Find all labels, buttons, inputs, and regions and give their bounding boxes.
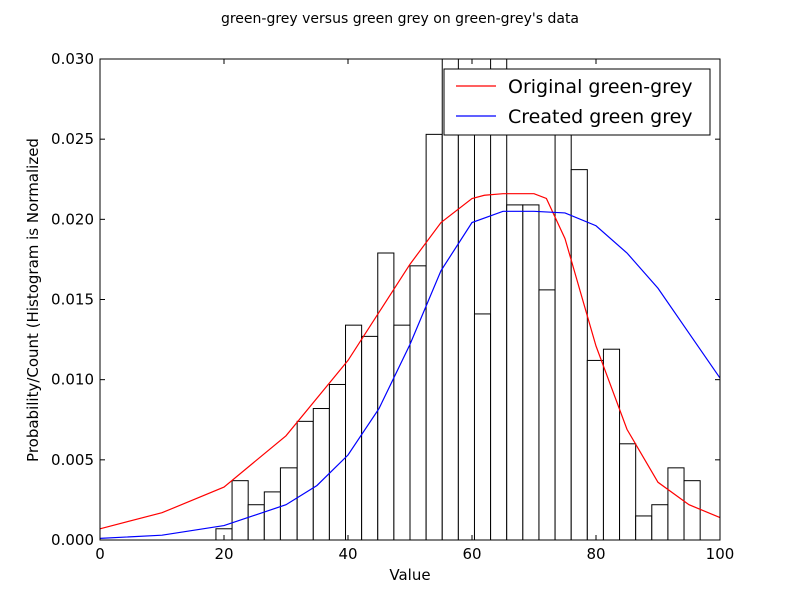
histogram-bar: [667, 467, 685, 541]
histogram-bar: [473, 313, 492, 541]
histogram-bar: [279, 467, 298, 541]
x-tick-label: 20: [214, 545, 233, 563]
legend: Original green-grey Created green grey: [443, 68, 711, 136]
histogram-bar: [312, 408, 330, 541]
x-tick-label: 40: [338, 545, 357, 563]
histogram-bar: [345, 324, 363, 541]
histogram-bar: [263, 491, 281, 541]
y-tick-label: 0.025: [51, 130, 94, 148]
histogram-bar: [635, 515, 653, 541]
series-line-1: [99, 210, 721, 539]
histogram-bar: [683, 480, 701, 541]
y-axis-label: Probability/Count (Histogram is Normaliz…: [24, 138, 42, 462]
legend-label-original: Original green-grey: [508, 76, 693, 98]
x-tick-label: 100: [706, 545, 735, 563]
histogram-bar: [328, 383, 347, 541]
histogram-bar: [393, 324, 411, 541]
histogram-bar: [506, 204, 524, 541]
density-lines: [99, 193, 721, 539]
histogram-bar: [602, 348, 621, 541]
histogram-bar: [361, 335, 379, 541]
y-tick-label: 0.010: [51, 371, 94, 389]
histogram-bar: [538, 289, 556, 541]
x-tick-label: 0: [95, 545, 105, 563]
histogram-bar: [425, 133, 443, 541]
y-tick-label: 0.020: [51, 210, 94, 228]
histogram-bar: [457, 133, 475, 541]
y-tick-label: 0.030: [51, 50, 94, 68]
y-axis-ticks: 0.000 0.005 0.010 0.015 0.020 0.025 0.030: [51, 50, 720, 549]
x-tick-label: 60: [462, 545, 481, 563]
histogram-bar: [231, 480, 249, 541]
histogram-bar: [570, 169, 588, 541]
y-tick-label: 0.000: [51, 531, 94, 549]
histogram-bars: [215, 58, 701, 541]
histogram-bar: [619, 443, 637, 541]
histogram-bar: [247, 504, 265, 541]
histogram-bar: [586, 359, 604, 541]
histogram-bar: [377, 252, 395, 541]
x-axis-ticks: 0 20 40 60 80 100: [95, 59, 734, 563]
x-axis-label: Value: [389, 566, 430, 584]
y-tick-label: 0.015: [51, 291, 94, 309]
legend-box: [443, 68, 711, 136]
histogram-bar: [651, 504, 669, 541]
histogram-bar: [409, 265, 427, 541]
histogram-bar: [296, 420, 314, 541]
series-line-0: [99, 193, 721, 530]
histogram-bar: [522, 204, 540, 541]
x-tick-label: 80: [586, 545, 605, 563]
y-tick-label: 0.005: [51, 451, 94, 469]
chart-title: green-grey versus green grey on green-gr…: [221, 11, 579, 27]
legend-label-created: Created green grey: [508, 106, 693, 128]
histogram-bar: [554, 133, 572, 541]
